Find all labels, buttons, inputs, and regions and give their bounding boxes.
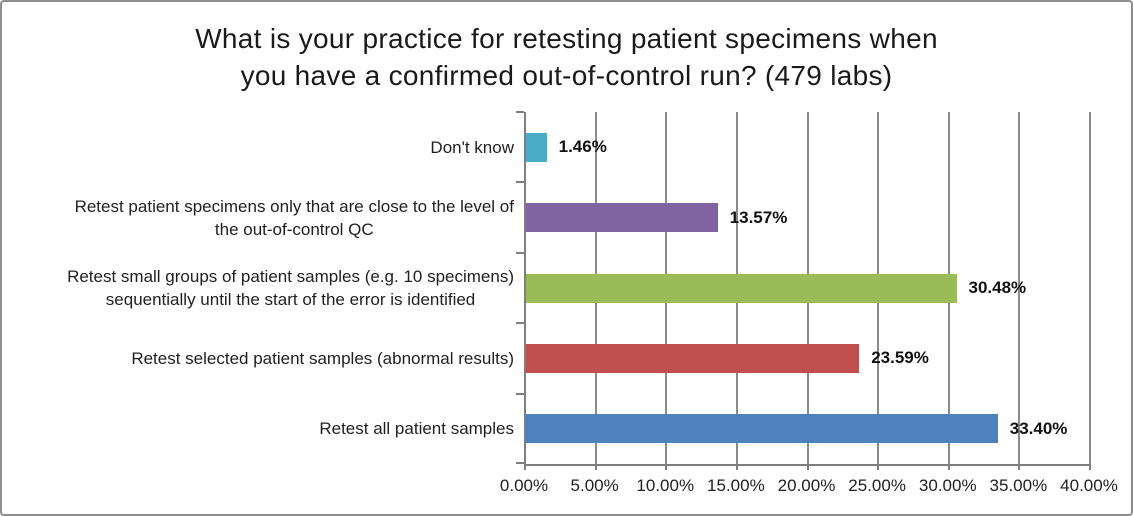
x-axis-tick-label: 0.00% bbox=[499, 476, 549, 495]
plot-area: 1.46% 13.57% 30.48% 23.59% 33.40% bbox=[516, 111, 1091, 470]
chart-title: What is your practice for retesting pati… bbox=[2, 20, 1131, 94]
category-label: Retest patient specimens only that are c… bbox=[10, 182, 514, 252]
category-label-text: Retest patient specimens only that are c… bbox=[74, 196, 514, 239]
x-axis-tick-label: 40.00% bbox=[1060, 476, 1118, 495]
major-gridline bbox=[1089, 112, 1091, 464]
x-axis-tick-label: 25.00% bbox=[848, 476, 906, 495]
bar bbox=[526, 132, 547, 162]
x-axis-tick-label: 15.00% bbox=[707, 476, 765, 495]
x-axis-tick bbox=[877, 464, 880, 470]
bar bbox=[526, 343, 860, 373]
x-axis-tick-label: 30.00% bbox=[918, 476, 977, 495]
chart-title-line-2: you have a confirmed out-of-control run?… bbox=[240, 60, 893, 91]
x-axis-tick-label: 20.00% bbox=[777, 476, 836, 495]
value-label: 23.59% bbox=[871, 348, 929, 368]
x-axis-tick bbox=[947, 464, 950, 470]
bar bbox=[526, 414, 998, 444]
x-axis-tick bbox=[594, 464, 597, 470]
x-axis-tick bbox=[806, 464, 809, 470]
x-axis-tick bbox=[524, 464, 526, 470]
x-axis-tick bbox=[665, 464, 668, 470]
value-label: 1.46% bbox=[558, 137, 607, 157]
x-axis-tick-label: 10.00% bbox=[636, 476, 695, 495]
category-label: Retest all patient samples bbox=[10, 394, 514, 464]
category-label-text: Retest small groups of patient samples (… bbox=[67, 266, 514, 309]
y-axis-tick bbox=[516, 393, 524, 395]
y-axis-tick bbox=[516, 252, 524, 254]
category-label-text: Don't know bbox=[430, 137, 514, 157]
value-label: 13.57% bbox=[729, 207, 788, 227]
bar bbox=[526, 273, 957, 303]
category-label: Don't know bbox=[10, 112, 514, 182]
x-axis-tick-label: 35.00% bbox=[989, 476, 1048, 495]
category-label: Retest small groups of patient samples (… bbox=[10, 253, 514, 323]
value-label: 33.40% bbox=[1009, 418, 1068, 438]
x-axis-tick-label: 5.00% bbox=[570, 476, 619, 495]
chart-title-line-1: What is your practice for retesting pati… bbox=[195, 23, 938, 54]
category-label-text: Retest selected patient samples (abnorma… bbox=[131, 348, 514, 368]
value-label: 30.48% bbox=[968, 277, 1027, 297]
x-axis-tick bbox=[1089, 464, 1091, 470]
y-axis-tick bbox=[516, 181, 524, 183]
x-axis-tick bbox=[1018, 464, 1021, 470]
y-axis-tick bbox=[516, 111, 524, 113]
major-gridline bbox=[1018, 112, 1021, 464]
y-axis-tick bbox=[516, 322, 524, 324]
bar bbox=[526, 203, 718, 233]
category-label: Retest selected patient samples (abnorma… bbox=[10, 323, 514, 393]
x-axis-tick bbox=[735, 464, 738, 470]
category-label-text: Retest all patient samples bbox=[319, 419, 514, 439]
y-axis-tick bbox=[516, 462, 524, 464]
